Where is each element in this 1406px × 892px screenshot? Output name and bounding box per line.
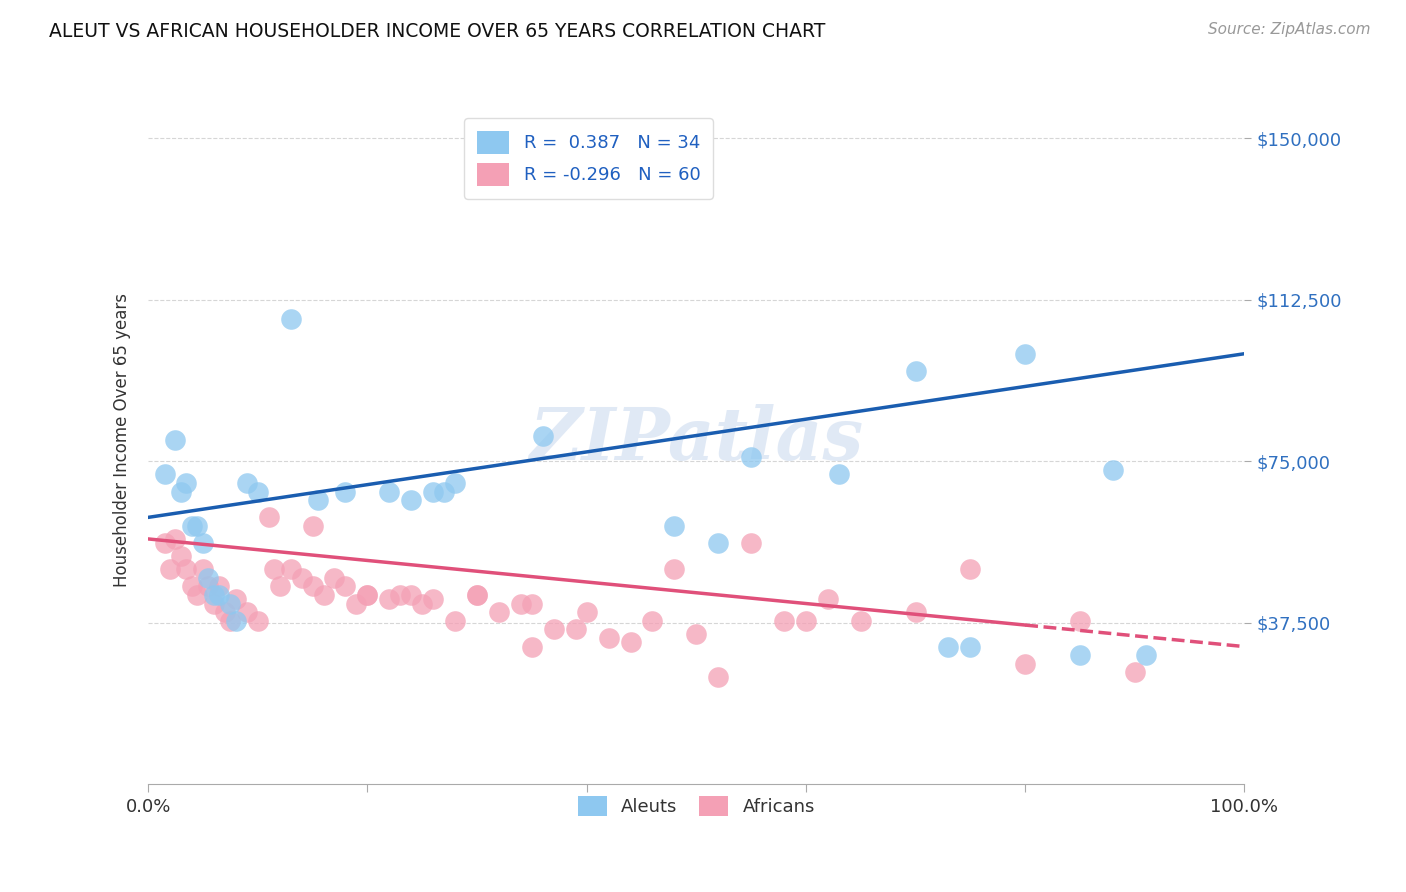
Point: [664, 562, 686, 576]
Point: [236, 605, 259, 619]
Point: [165, 532, 187, 546]
Point: [301, 579, 323, 593]
Point: [263, 562, 285, 576]
Point: [422, 484, 444, 499]
Point: [564, 623, 586, 637]
Point: [202, 588, 225, 602]
Point: [904, 605, 927, 619]
Point: [543, 623, 565, 637]
Point: [817, 592, 839, 607]
Point: [307, 493, 329, 508]
Point: [159, 562, 181, 576]
Point: [1014, 657, 1036, 671]
Point: [740, 536, 762, 550]
Point: [959, 640, 981, 654]
Point: [170, 484, 193, 499]
Point: [280, 312, 302, 326]
Point: [301, 519, 323, 533]
Point: [219, 597, 242, 611]
Point: [465, 588, 488, 602]
Point: [773, 614, 796, 628]
Point: [444, 614, 467, 628]
Point: [356, 588, 378, 602]
Point: [938, 640, 960, 654]
Point: [520, 640, 543, 654]
Point: [378, 592, 401, 607]
Point: [849, 614, 872, 628]
Point: [465, 588, 488, 602]
Point: [411, 597, 433, 611]
Point: [641, 614, 664, 628]
Point: [707, 536, 730, 550]
Point: [176, 562, 198, 576]
Point: [197, 571, 219, 585]
Point: [575, 605, 598, 619]
Point: [598, 631, 620, 645]
Point: [433, 484, 456, 499]
Point: [344, 597, 367, 611]
Point: [257, 510, 280, 524]
Point: [280, 562, 302, 576]
Point: [531, 428, 554, 442]
Point: [707, 670, 730, 684]
Point: [1135, 648, 1157, 663]
Point: [509, 597, 531, 611]
Point: [208, 588, 231, 602]
Point: [1123, 665, 1146, 680]
Point: [356, 588, 378, 602]
Point: [197, 579, 219, 593]
Point: [1069, 614, 1091, 628]
Point: [246, 484, 269, 499]
Point: [664, 519, 686, 533]
Point: [378, 484, 401, 499]
Point: [1014, 347, 1036, 361]
Point: [335, 484, 357, 499]
Point: [181, 579, 204, 593]
Point: [246, 614, 269, 628]
Text: Source: ZipAtlas.com: Source: ZipAtlas.com: [1208, 22, 1371, 37]
Point: [191, 536, 214, 550]
Point: [520, 597, 543, 611]
Point: [225, 614, 247, 628]
Point: [176, 475, 198, 490]
Point: [959, 562, 981, 576]
Text: ZIPatlas: ZIPatlas: [529, 404, 863, 475]
Point: [422, 592, 444, 607]
Point: [153, 536, 176, 550]
Point: [186, 519, 208, 533]
Point: [165, 433, 187, 447]
Point: [904, 364, 927, 378]
Point: [488, 605, 510, 619]
Text: ALEUT VS AFRICAN HOUSEHOLDER INCOME OVER 65 YEARS CORRELATION CHART: ALEUT VS AFRICAN HOUSEHOLDER INCOME OVER…: [49, 22, 825, 41]
Point: [181, 519, 204, 533]
Point: [1102, 463, 1125, 477]
Point: [269, 579, 291, 593]
Point: [619, 635, 641, 649]
Point: [335, 579, 357, 593]
Point: [153, 467, 176, 482]
Point: [399, 588, 422, 602]
Point: [214, 605, 236, 619]
Point: [219, 614, 242, 628]
Point: [191, 562, 214, 576]
Point: [444, 475, 467, 490]
Y-axis label: Householder Income Over 65 years: Householder Income Over 65 years: [114, 293, 131, 587]
Point: [828, 467, 851, 482]
Point: [740, 450, 762, 464]
Point: [225, 592, 247, 607]
Point: [685, 626, 707, 640]
Point: [186, 588, 208, 602]
Point: [399, 493, 422, 508]
Point: [1069, 648, 1091, 663]
Point: [794, 614, 817, 628]
Point: [312, 588, 335, 602]
Point: [202, 597, 225, 611]
Point: [323, 571, 346, 585]
Point: [389, 588, 412, 602]
Point: [236, 475, 259, 490]
Legend: Aleuts, Africans: Aleuts, Africans: [571, 789, 823, 823]
Point: [290, 571, 312, 585]
Point: [170, 549, 193, 563]
Point: [208, 579, 231, 593]
